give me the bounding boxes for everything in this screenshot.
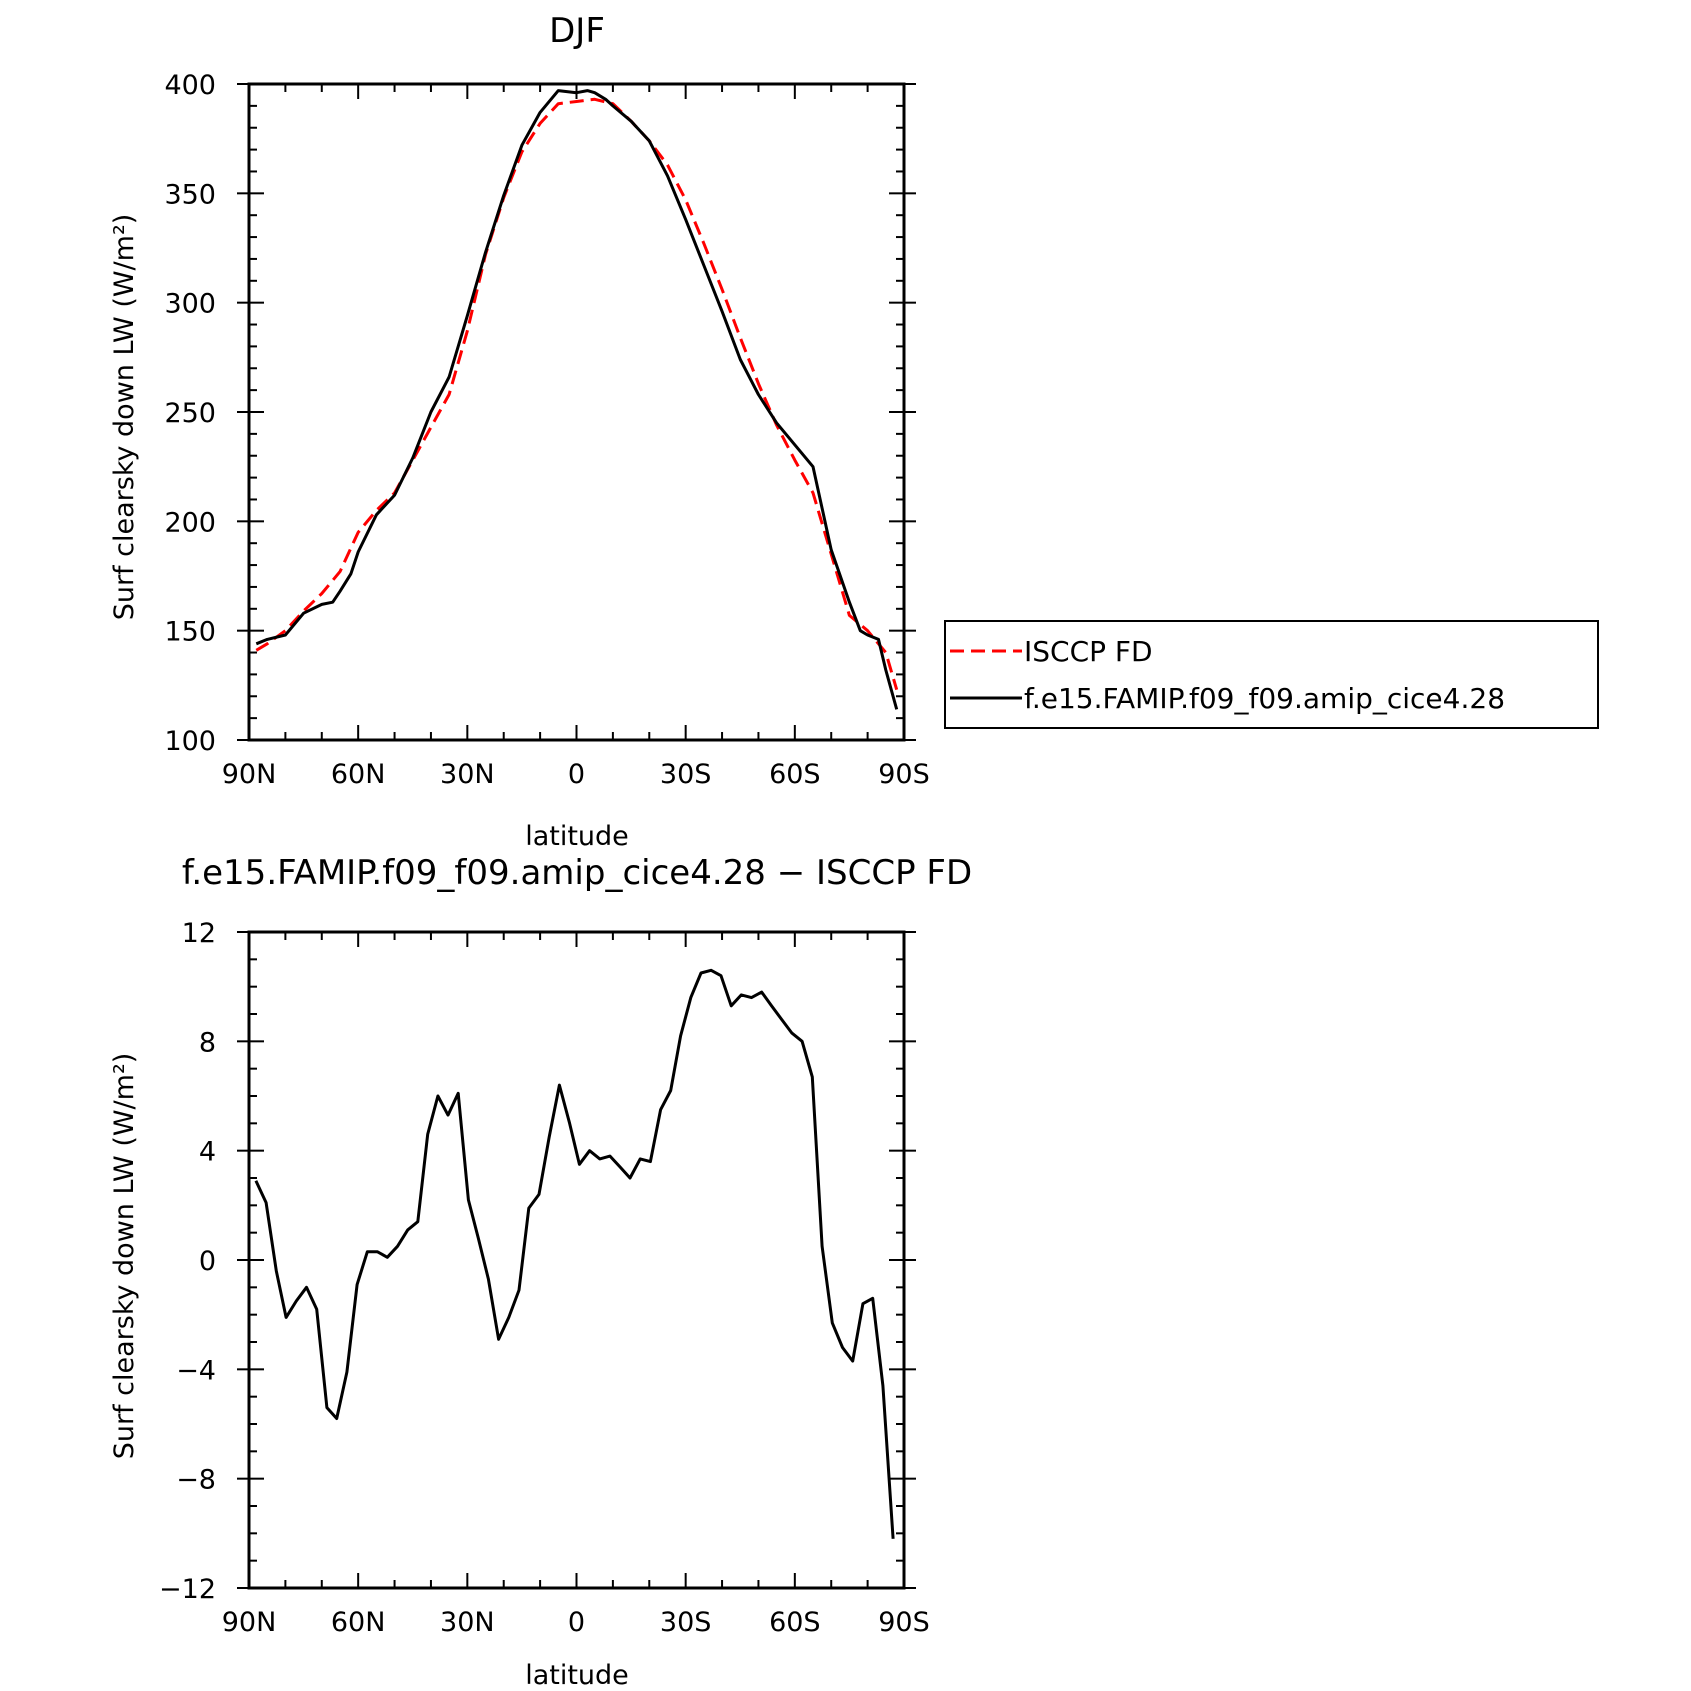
x-tick-label: 60N bbox=[331, 1607, 386, 1638]
bottom-panel-plot: 90N 60N 30N 0 30S 60S 90S −12 −8 −4 0 4 8 12 bbox=[159, 918, 930, 1638]
y-tick-label: 200 bbox=[164, 507, 216, 538]
legend-label-isccp: ISCCP FD bbox=[1024, 635, 1153, 668]
x-tick-label: 30S bbox=[660, 1607, 712, 1638]
y-tick-label: 350 bbox=[164, 179, 216, 210]
top-panel-ylabel: Surf clearsky down LW (W/m²) bbox=[109, 214, 140, 621]
x-tick-label: 90N bbox=[222, 759, 277, 790]
top-panel-xlabel: latitude bbox=[525, 821, 629, 852]
x-tick-label: 60S bbox=[769, 759, 821, 790]
x-tick-label: 60S bbox=[769, 1607, 821, 1638]
y-tick-label: 400 bbox=[164, 70, 216, 101]
x-tick-label: 30S bbox=[660, 759, 712, 790]
series-line-0-0 bbox=[255, 97, 899, 691]
bottom-panel: f.e15.FAMIP.f09_f09.amip_cice4.28 − ISCC… bbox=[109, 853, 972, 1691]
x-tick-label: 0 bbox=[568, 1607, 585, 1638]
x-tick-label: 30N bbox=[440, 759, 495, 790]
plot-frame bbox=[247, 82, 906, 742]
legend-box bbox=[944, 620, 1599, 729]
y-tick-label: 4 bbox=[199, 1137, 216, 1168]
bottom-panel-title: f.e15.FAMIP.f09_f09.amip_cice4.28 − ISCC… bbox=[182, 853, 972, 893]
x-tick-label: 90S bbox=[878, 759, 930, 790]
series-line-1-0 bbox=[254, 968, 895, 1539]
y-tick-label: 0 bbox=[199, 1246, 216, 1277]
top-panel-title: DJF bbox=[549, 11, 605, 51]
x-tick-label: 30N bbox=[440, 1607, 495, 1638]
legend: ISCCP FD f.e15.FAMIP.f09_f09.amip_cice4.… bbox=[944, 620, 1599, 729]
y-tick-label: 12 bbox=[182, 918, 216, 949]
y-tick-label: 300 bbox=[164, 289, 216, 320]
bottom-panel-xlabel: latitude bbox=[525, 1660, 629, 1691]
x-tick-label: 0 bbox=[568, 759, 585, 790]
bottom-panel-ylabel: Surf clearsky down LW (W/m²) bbox=[109, 1053, 140, 1460]
y-tick-label: −4 bbox=[176, 1355, 216, 1386]
y-tick-label: −12 bbox=[159, 1574, 216, 1605]
x-tick-label: 90S bbox=[878, 1607, 930, 1638]
legend-label-model: f.e15.FAMIP.f09_f09.amip_cice4.28 bbox=[1024, 682, 1505, 715]
top-panel-plot: 90N 60N 30N 0 30S 60S 90S 100 150 200 250 300 350 400 bbox=[164, 70, 929, 790]
y-tick-label: 150 bbox=[164, 617, 216, 648]
y-tick-label: 250 bbox=[164, 398, 216, 429]
plot-frame bbox=[247, 930, 906, 1590]
y-tick-label: 8 bbox=[199, 1027, 216, 1058]
y-tick-label: −8 bbox=[176, 1465, 216, 1496]
top-panel: DJF 90N 60N 30N 0 30S 60S 90S 100 150 200 250 300 35… bbox=[109, 11, 930, 852]
x-tick-label: 90N bbox=[222, 1607, 277, 1638]
y-tick-label: 100 bbox=[164, 726, 216, 757]
x-tick-label: 60N bbox=[331, 759, 386, 790]
series-line-0-1 bbox=[255, 89, 899, 710]
